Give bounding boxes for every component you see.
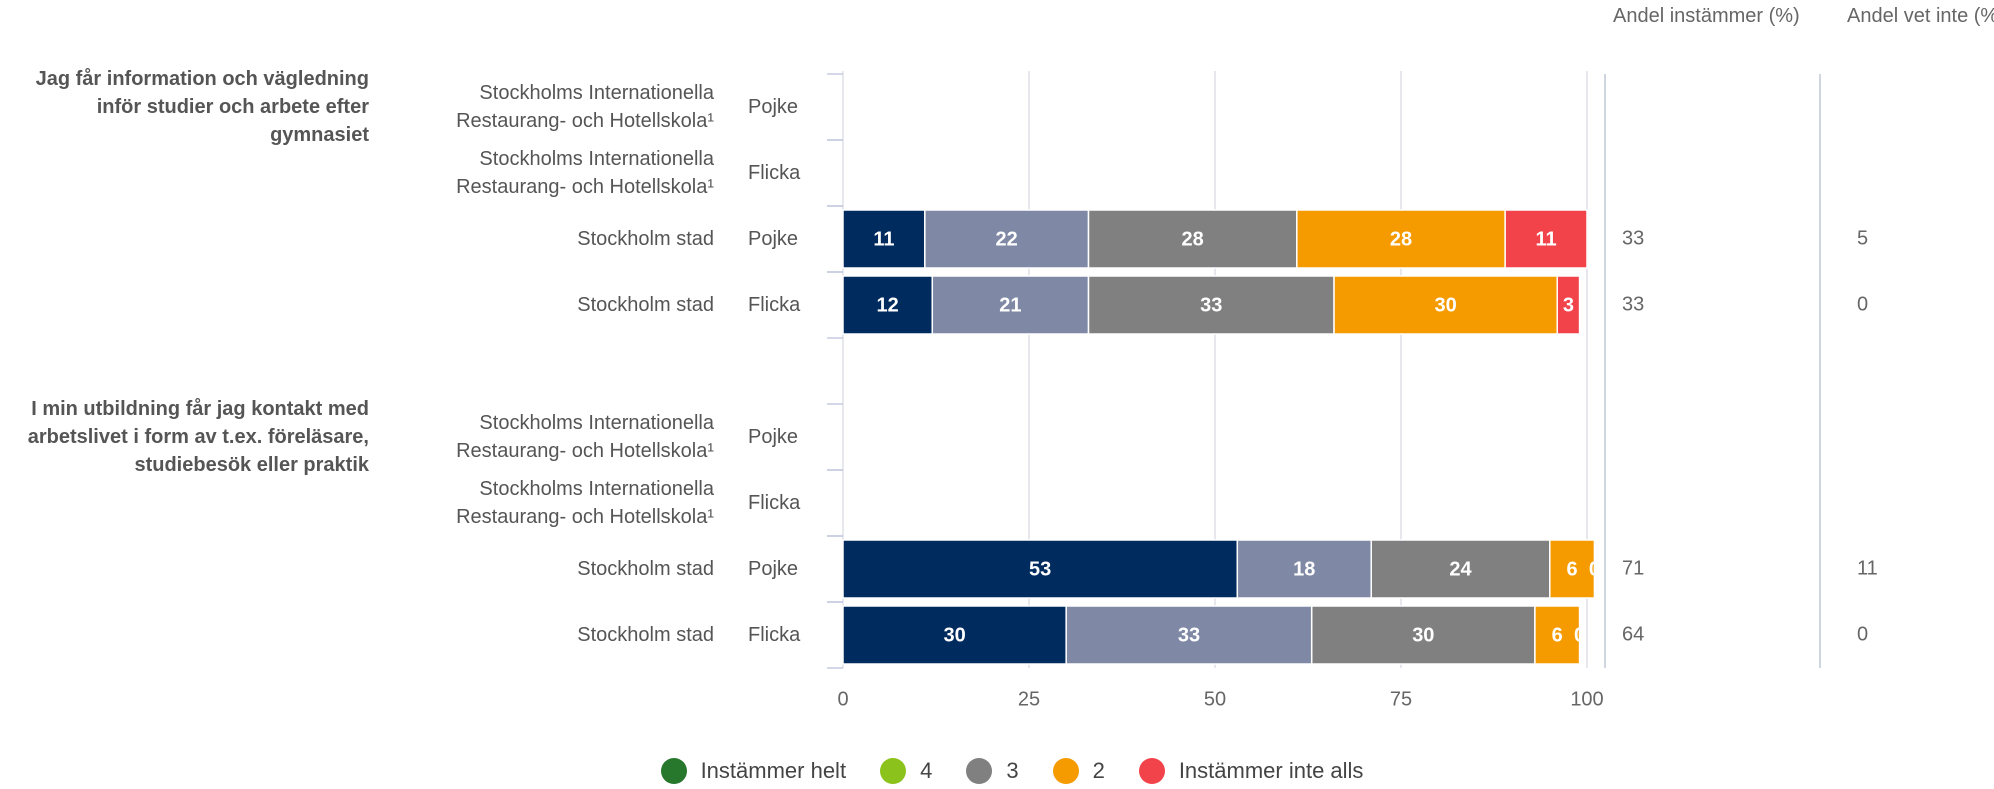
bar-label: 11 — [1536, 228, 1557, 250]
bar-label: 53 — [1029, 558, 1051, 580]
legend-item: Instämmer inte alls — [1138, 758, 1364, 784]
gender-label: Flicka — [748, 162, 801, 184]
legend-label: Instämmer inte alls — [1178, 758, 1364, 783]
x-tick-label: 100 — [1570, 688, 1603, 710]
bar-label: 30 — [1435, 294, 1457, 316]
column-value: 33 — [1622, 293, 1644, 315]
bar-label: 30 — [943, 624, 965, 646]
bar-segment — [842, 275, 934, 335]
group-label: I min utbildning får jag kontakt med arb… — [27, 398, 369, 476]
gender-label: Flicka — [748, 294, 801, 316]
bar-label: 30 — [1412, 624, 1434, 646]
gender-label: Flicka — [748, 492, 801, 514]
column-value: 0 — [1857, 623, 1868, 645]
school-label: Stockholms Internationella Restaurang- o… — [456, 148, 714, 198]
bar-label: 22 — [996, 228, 1018, 250]
bar-label: 6 — [1567, 558, 1578, 580]
bar-label: 3 — [1563, 294, 1574, 316]
bar-label: 21 — [999, 294, 1021, 316]
x-tick-label: 75 — [1390, 688, 1412, 710]
legend-item: 4 — [880, 758, 932, 784]
bar-label: 24 — [1449, 558, 1472, 580]
bar-segment — [931, 275, 1090, 335]
bar-label: 28 — [1182, 228, 1204, 250]
legend-item: Instämmer helt — [660, 758, 847, 784]
bar-segment — [1296, 209, 1506, 269]
legend-marker — [880, 758, 907, 784]
legend-marker — [1052, 758, 1079, 784]
bar-segment — [924, 209, 1090, 269]
column-value: 0 — [1857, 293, 1868, 315]
school-label: Stockholm stad — [577, 294, 714, 316]
gender-label: Pojke — [748, 558, 799, 580]
bar-segment — [1549, 539, 1596, 599]
bar-label: 11 — [873, 228, 894, 250]
school-label: Stockholms Internationella Restaurang- o… — [456, 478, 714, 528]
school-label: Stockholms Internationella Restaurang- o… — [456, 82, 714, 132]
legend-label: 3 — [1006, 758, 1019, 783]
x-tick-label: 25 — [1018, 688, 1040, 710]
gender-label: Flicka — [748, 624, 801, 646]
legend: Instämmer helt 4 3 2 Instämmer inte alls — [0, 758, 1994, 784]
bar-segment — [1065, 605, 1313, 665]
column-value: 64 — [1622, 623, 1644, 645]
legend-label: Instämmer helt — [700, 758, 847, 783]
group-label: Jag får information och vägledning inför… — [35, 68, 369, 146]
column-value: 11 — [1857, 557, 1878, 579]
x-tick-label: 0 — [837, 688, 848, 710]
legend-marker — [1138, 758, 1165, 784]
column-value: 5 — [1857, 227, 1868, 249]
bar-label: 18 — [1293, 558, 1315, 580]
column-header: Andel instämmer (%) — [1613, 5, 1800, 27]
bar-segment — [1556, 275, 1581, 335]
legend-item: 3 — [966, 758, 1019, 784]
bar-label: 0 — [1589, 558, 1600, 580]
gender-label: Pojke — [748, 96, 799, 118]
bar-segment — [1333, 275, 1558, 335]
bar-label: 28 — [1390, 228, 1412, 250]
bar-label: 33 — [1200, 294, 1222, 316]
school-label: Stockholms Internationella Restaurang- o… — [456, 412, 714, 462]
column-value: 71 — [1622, 557, 1644, 579]
school-label: Stockholm stad — [577, 624, 714, 646]
bar-segment — [1310, 605, 1536, 665]
gender-label: Pojke — [748, 228, 799, 250]
x-tick-label: 50 — [1204, 688, 1226, 710]
column-header: Andel vet inte (%) — [1847, 5, 1994, 27]
legend-marker — [660, 758, 687, 784]
bar-segment — [1504, 209, 1588, 269]
bar-label: 0 — [1574, 624, 1585, 646]
bar-label: 12 — [877, 294, 899, 316]
school-label: Stockholm stad — [577, 558, 714, 580]
column-value: 33 — [1622, 227, 1644, 249]
legend-label: 2 — [1092, 758, 1105, 783]
legend-label: 4 — [920, 758, 933, 783]
bar-segment — [1236, 539, 1372, 599]
bar-segment — [842, 539, 1239, 599]
bar-label: 33 — [1178, 624, 1200, 646]
gender-label: Pojke — [748, 426, 799, 448]
bar-segment — [1534, 605, 1581, 665]
legend-marker — [966, 758, 993, 784]
school-label: Stockholm stad — [577, 228, 714, 250]
bar-segment — [1087, 275, 1335, 335]
legend-item: 2 — [1052, 758, 1105, 784]
bar-label: 6 — [1552, 624, 1563, 646]
